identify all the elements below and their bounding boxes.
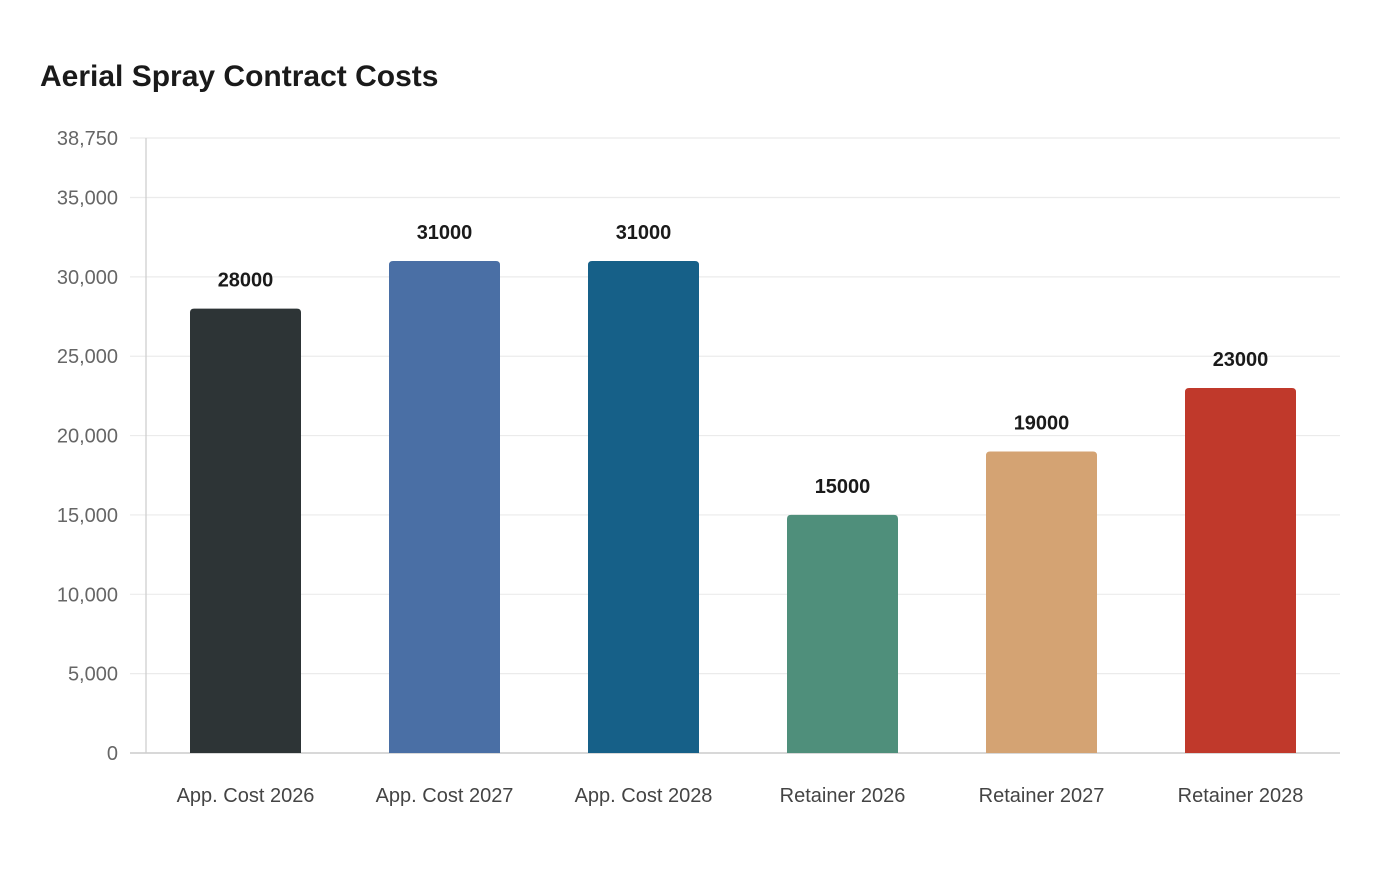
data-label: 28000 bbox=[218, 270, 274, 292]
y-tick-label: 0 bbox=[107, 743, 118, 765]
x-tick-label: App. Cost 2027 bbox=[376, 785, 514, 807]
x-tick-label: Retainer 2026 bbox=[780, 785, 906, 807]
bar bbox=[190, 308, 301, 753]
y-tick-label: 38,750 bbox=[57, 128, 118, 150]
data-label: 31000 bbox=[616, 222, 672, 244]
data-label: 19000 bbox=[1014, 412, 1070, 434]
bar bbox=[1185, 387, 1296, 753]
bar bbox=[389, 261, 500, 753]
data-label: 31000 bbox=[417, 222, 473, 244]
y-tick-label: 15,000 bbox=[57, 505, 118, 527]
y-tick-label: 5,000 bbox=[68, 664, 118, 686]
y-tick-label: 25,000 bbox=[57, 346, 118, 368]
bar bbox=[986, 451, 1097, 753]
y-tick-label: 35,000 bbox=[57, 188, 118, 210]
x-tick-label: App. Cost 2028 bbox=[575, 785, 713, 807]
bar bbox=[588, 261, 699, 753]
chart-title: Aerial Spray Contract Costs bbox=[40, 60, 439, 93]
bar bbox=[787, 514, 898, 753]
x-tick-label: App. Cost 2026 bbox=[177, 785, 315, 807]
y-tick-label: 20,000 bbox=[57, 426, 118, 448]
data-label: 23000 bbox=[1213, 349, 1269, 371]
data-label: 15000 bbox=[815, 476, 871, 498]
x-tick-label: Retainer 2027 bbox=[979, 785, 1105, 807]
y-tick-label: 10,000 bbox=[57, 584, 118, 606]
x-tick-label: Retainer 2028 bbox=[1178, 785, 1304, 807]
y-tick-label: 30,000 bbox=[57, 267, 118, 289]
